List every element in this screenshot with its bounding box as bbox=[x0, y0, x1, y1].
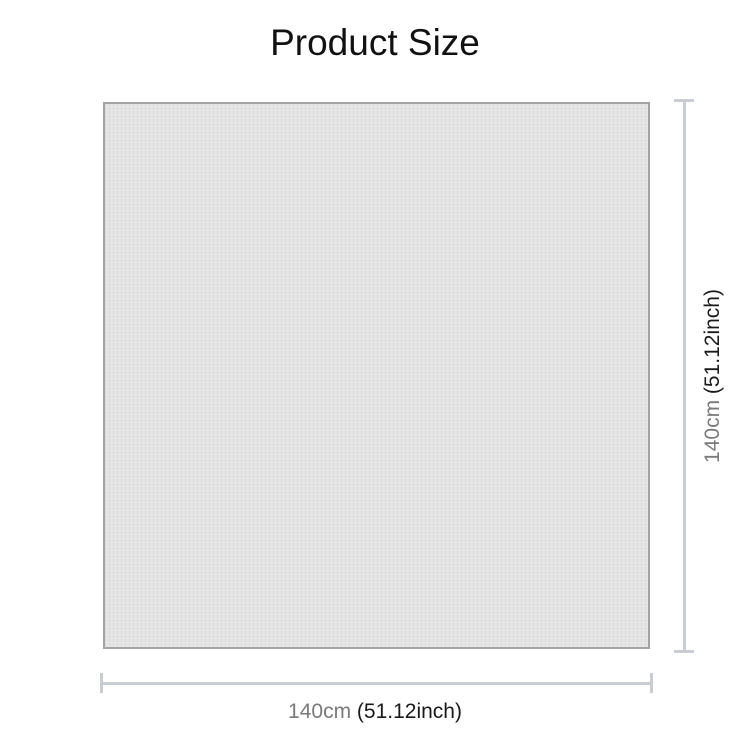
height-cm: 140cm bbox=[701, 399, 724, 463]
product-square-mat bbox=[103, 102, 650, 649]
height-line-top-cap bbox=[674, 99, 694, 102]
height-label: 140cm (51.12inch) bbox=[701, 289, 725, 463]
width-line-left-cap bbox=[100, 673, 103, 693]
page-title: Product Size bbox=[270, 22, 480, 63]
height-inch: (51.12inch) bbox=[701, 289, 724, 395]
width-inch: (51.12inch) bbox=[356, 700, 462, 723]
width-line-right-cap bbox=[650, 673, 653, 693]
width-cm: 140cm bbox=[288, 700, 352, 723]
height-line-bottom-cap bbox=[674, 650, 694, 653]
width-line bbox=[101, 682, 652, 685]
width-label: 140cm (51.12inch) bbox=[0, 700, 750, 724]
height-line bbox=[683, 100, 686, 652]
